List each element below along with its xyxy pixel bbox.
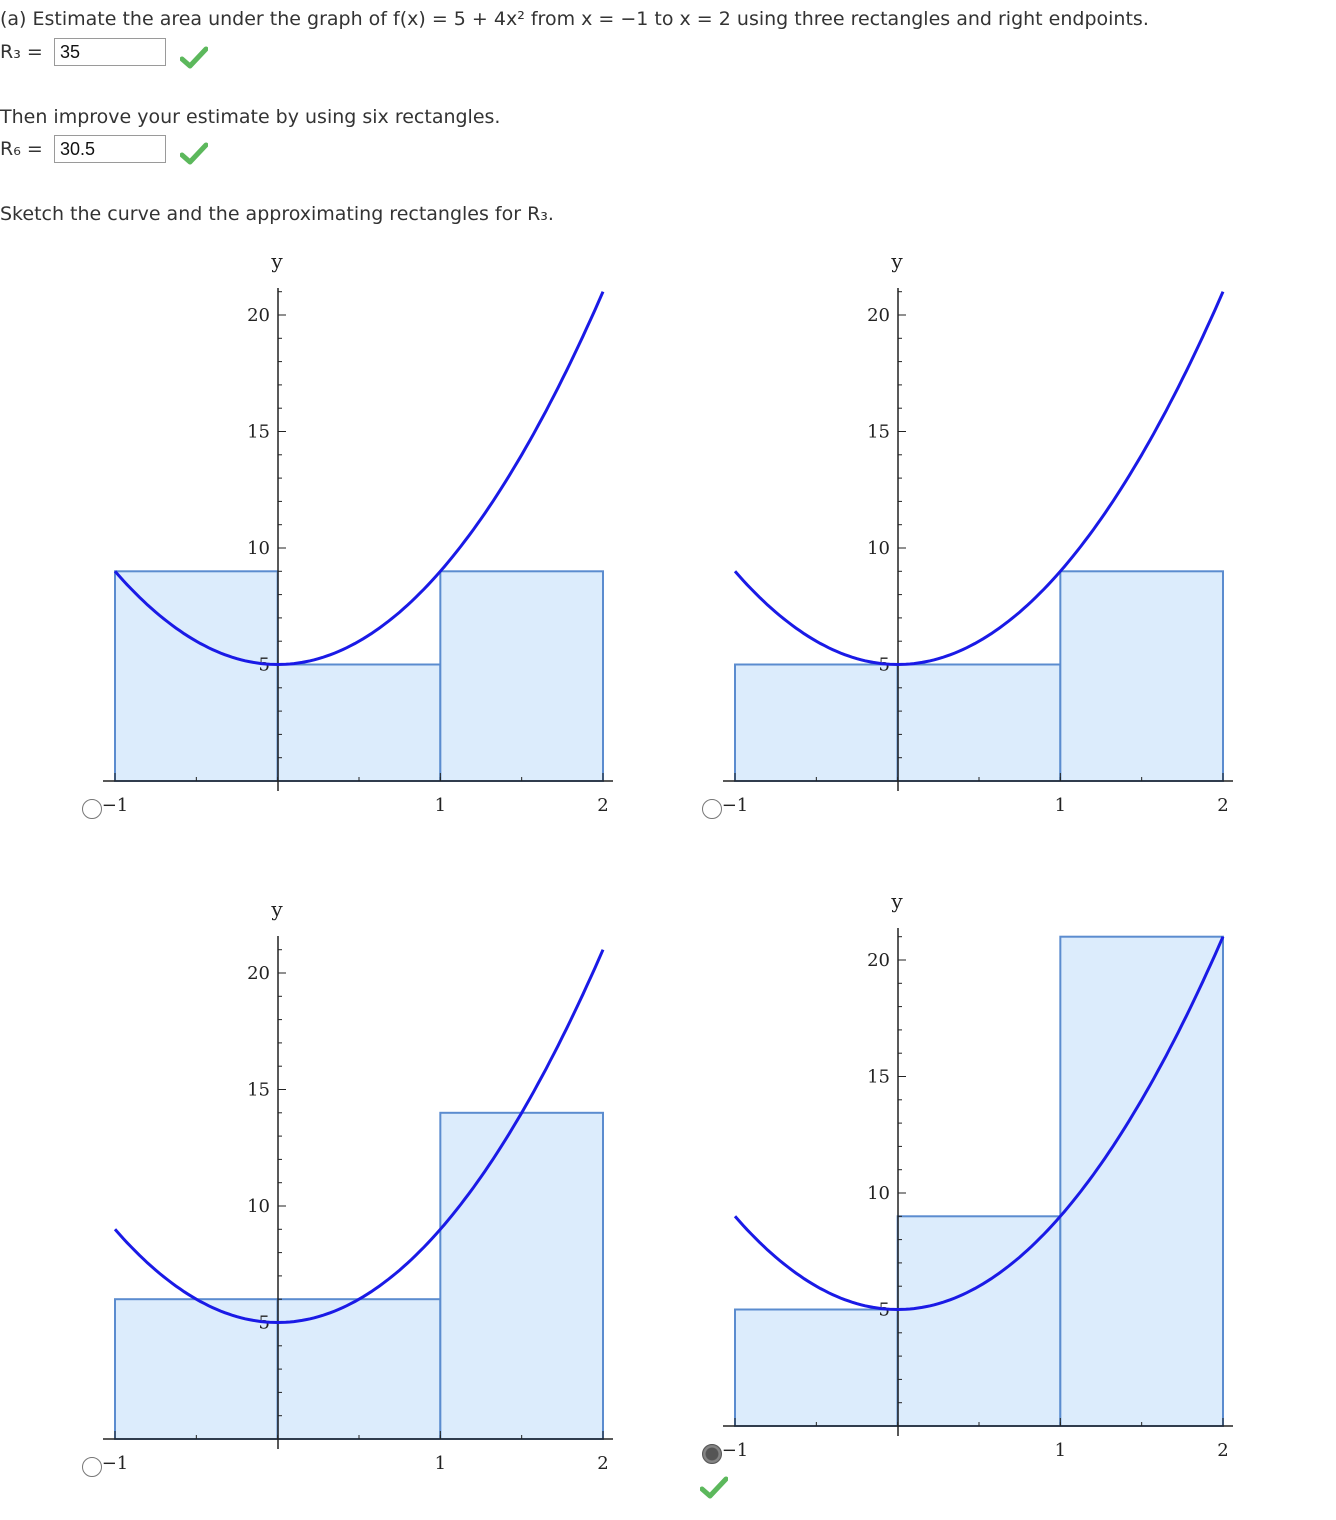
graph-option-4-radio[interactable] [702, 1444, 722, 1464]
function-curve [733, 936, 1225, 1312]
y-tick-label: 15 [867, 422, 890, 443]
approx-rectangle-1 [734, 663, 899, 782]
approx-rectangle-3 [439, 1111, 605, 1441]
function-curve [733, 291, 1225, 667]
approx-rectangle-1 [734, 1308, 899, 1427]
r3-answer-input[interactable] [54, 38, 166, 66]
x-tick-label: 1 [435, 795, 446, 816]
approx-rectangle-3 [439, 570, 605, 782]
y-tick-label: 10 [867, 538, 890, 559]
function-curve [113, 949, 605, 1325]
approx-rectangle-3 [1059, 935, 1225, 1427]
approx-rectangle-2 [896, 1215, 1062, 1427]
y-axis-title: y [890, 889, 903, 913]
x-tick-label: −1 [722, 1440, 749, 1461]
graph-option-1-radio[interactable] [82, 799, 102, 819]
improve-prompt: Then improve your estimate by using six … [0, 106, 501, 128]
x-tick-label: −1 [102, 1453, 129, 1474]
approx-rectangle-2 [896, 663, 1062, 782]
graph-option-3-radio[interactable] [82, 1457, 102, 1477]
function-expression: f(x) = 5 + 4x² from x = −1 to x = 2 [393, 8, 731, 30]
x-tick-label: 1 [1055, 1440, 1066, 1461]
x-tick-label: −1 [102, 795, 129, 816]
y-axis-title: y [270, 249, 283, 273]
y-tick-label: 20 [247, 305, 270, 326]
y-tick-label: 10 [247, 538, 270, 559]
part-a-suffix: using three rectangles and right endpoin… [736, 8, 1149, 30]
part-a-prompt: (a) Estimate the area under the graph of… [0, 8, 1149, 30]
x-tick-label: 1 [435, 1453, 446, 1474]
r6-answer-row: R₆ = [0, 132, 166, 166]
x-tick-label: 2 [597, 1453, 608, 1474]
r3-label: R₃ = [0, 41, 43, 63]
y-tick-label: 10 [247, 1196, 270, 1217]
x-tick-label: 1 [1055, 795, 1066, 816]
x-tick-label: 2 [1217, 795, 1228, 816]
approx-rectangle-3 [1059, 570, 1225, 782]
r6-correct-check-icon [180, 142, 208, 165]
approx-rectangle-1 [114, 570, 279, 782]
graph-selection-correct-check-icon [700, 1476, 728, 1499]
approx-rectangle-2 [276, 663, 442, 782]
r6-label: R₆ = [0, 138, 43, 160]
y-tick-label: 20 [247, 963, 270, 984]
x-tick-label: 2 [1217, 1440, 1228, 1461]
r3-answer-row: R₃ = [0, 35, 166, 69]
y-tick-label: 20 [867, 950, 890, 971]
x-tick-label: −1 [722, 795, 749, 816]
r3-correct-check-icon [180, 46, 208, 69]
part-a-prefix: (a) Estimate the area under the graph of [0, 8, 387, 30]
y-axis-title: y [270, 897, 283, 921]
sketch-prompt: Sketch the curve and the approximating r… [0, 203, 554, 225]
y-tick-label: 15 [247, 1080, 270, 1101]
graph-option-2-radio[interactable] [702, 799, 722, 819]
r6-answer-input[interactable] [54, 135, 166, 163]
y-tick-label: 15 [247, 422, 270, 443]
y-tick-label: 20 [867, 305, 890, 326]
y-axis-title: y [890, 249, 903, 273]
y-tick-label: 15 [867, 1067, 890, 1088]
function-curve [113, 291, 605, 667]
x-tick-label: 2 [597, 795, 608, 816]
y-tick-label: 10 [867, 1183, 890, 1204]
